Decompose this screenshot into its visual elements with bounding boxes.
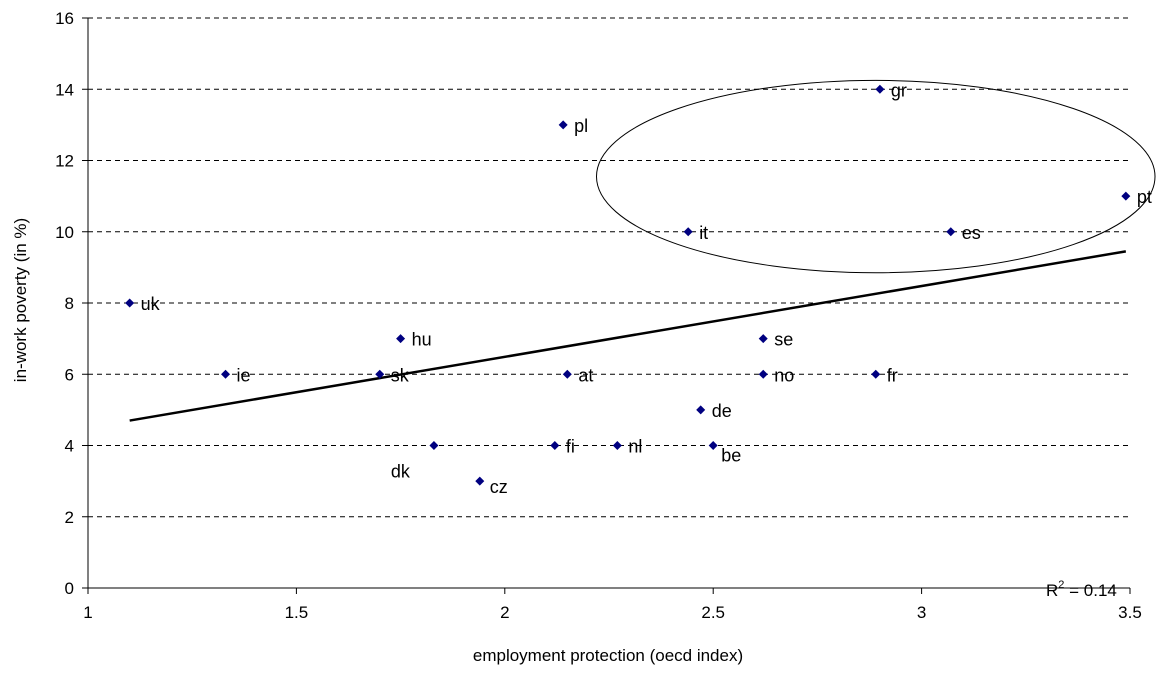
r-squared-value: = 0.14 — [1064, 581, 1116, 600]
point-pt-marker — [1121, 191, 1131, 201]
x-tick-labels: 1 1.5 2 2.5 3 3.5 — [83, 603, 1142, 622]
y-tick-label: 8 — [65, 294, 74, 313]
y-tick-label: 2 — [65, 508, 74, 527]
point-fi-marker — [550, 441, 560, 450]
point-nl-label: nl — [628, 437, 642, 457]
point-dk-marker — [429, 441, 439, 450]
y-tick-label: 12 — [55, 152, 74, 171]
point-es-marker — [946, 227, 956, 237]
r-squared-superscript: 2 — [1058, 579, 1064, 591]
point-sk-label: sk — [391, 365, 410, 385]
y-tick-label: 4 — [65, 437, 74, 456]
r-squared-symbol: R — [1046, 581, 1058, 600]
point-de-label: de — [712, 401, 732, 421]
point-at-label: at — [578, 365, 593, 385]
point-fr-label: fr — [887, 365, 898, 385]
y-tick-label: 6 — [65, 365, 74, 384]
point-be-marker — [708, 441, 718, 450]
point-uk-label: uk — [141, 294, 161, 314]
point-ie-marker — [221, 369, 231, 379]
point-no-marker — [758, 369, 768, 379]
point-hu-marker — [396, 334, 406, 344]
point-fr-marker — [871, 369, 881, 379]
point-fi-label: fi — [566, 437, 575, 457]
x-axis-title: employment protection (oecd index) — [473, 646, 743, 665]
trendline-group — [129, 250, 1127, 422]
x-tick-label: 1.5 — [285, 603, 309, 622]
y-tick-labels: 0 2 4 6 8 10 12 14 16 — [55, 9, 74, 598]
y-axis-title: in-work poverty (in %) — [11, 218, 30, 382]
point-no-label: no — [774, 365, 794, 385]
point-pl-marker — [558, 120, 568, 130]
point-se-label: se — [774, 330, 793, 350]
trendline — [129, 250, 1127, 422]
point-pt-label: pt — [1137, 187, 1152, 207]
point-cz-label: cz — [490, 477, 508, 497]
point-it-marker — [683, 227, 693, 237]
x-tick-label: 3.5 — [1118, 603, 1142, 622]
point-es-label: es — [962, 223, 981, 243]
y-tick-label: 16 — [55, 9, 74, 28]
point-nl-marker — [612, 441, 622, 450]
point-hu-label: hu — [412, 330, 432, 350]
x-tick-label: 2.5 — [701, 603, 725, 622]
point-ie-label: ie — [237, 365, 251, 385]
point-pl-label: pl — [574, 116, 588, 136]
point-sk-marker — [375, 369, 385, 379]
point-se-marker — [758, 334, 768, 344]
point-be-label: be — [721, 446, 741, 466]
point-cz-marker — [475, 476, 485, 486]
highlight-ellipse-group — [595, 79, 1156, 274]
y-tick-label: 10 — [55, 223, 74, 242]
r-squared-annotation: R2 = 0.14 — [1046, 579, 1117, 600]
y-tick-label: 0 — [65, 579, 74, 598]
point-uk-marker — [125, 298, 135, 308]
point-dk-label: dk — [391, 462, 411, 482]
x-tick-label: 2 — [500, 603, 509, 622]
x-tick-label: 3 — [917, 603, 926, 622]
gridlines — [88, 17, 1130, 518]
axes — [82, 17, 1131, 594]
point-gr-marker — [875, 84, 885, 94]
point-at-marker — [562, 369, 572, 379]
x-tick-label: 1 — [83, 603, 92, 622]
highlight-ellipse — [595, 79, 1156, 274]
point-it-label: it — [699, 223, 708, 243]
point-gr-label: gr — [891, 80, 907, 100]
y-tick-label: 14 — [55, 80, 74, 99]
point-de-marker — [696, 405, 706, 415]
